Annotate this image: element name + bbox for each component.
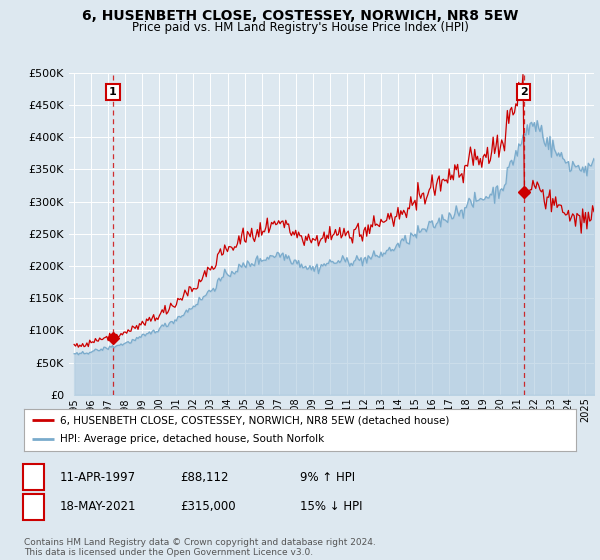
Text: 6, HUSENBETH CLOSE, COSTESSEY, NORWICH, NR8 5EW (detached house): 6, HUSENBETH CLOSE, COSTESSEY, NORWICH, …: [60, 415, 449, 425]
Text: 9% ↑ HPI: 9% ↑ HPI: [300, 470, 355, 484]
Text: 18-MAY-2021: 18-MAY-2021: [60, 500, 137, 514]
Text: 2: 2: [29, 500, 38, 514]
Text: HPI: Average price, detached house, South Norfolk: HPI: Average price, detached house, Sout…: [60, 435, 324, 445]
Text: 1: 1: [109, 87, 117, 97]
Text: 15% ↓ HPI: 15% ↓ HPI: [300, 500, 362, 514]
Text: Price paid vs. HM Land Registry's House Price Index (HPI): Price paid vs. HM Land Registry's House …: [131, 21, 469, 34]
Text: Contains HM Land Registry data © Crown copyright and database right 2024.
This d: Contains HM Land Registry data © Crown c…: [24, 538, 376, 557]
Text: 2: 2: [520, 87, 527, 97]
Text: £315,000: £315,000: [180, 500, 236, 514]
Text: £88,112: £88,112: [180, 470, 229, 484]
Text: 1: 1: [29, 470, 38, 484]
Text: 11-APR-1997: 11-APR-1997: [60, 470, 136, 484]
Text: 6, HUSENBETH CLOSE, COSTESSEY, NORWICH, NR8 5EW: 6, HUSENBETH CLOSE, COSTESSEY, NORWICH, …: [82, 9, 518, 23]
